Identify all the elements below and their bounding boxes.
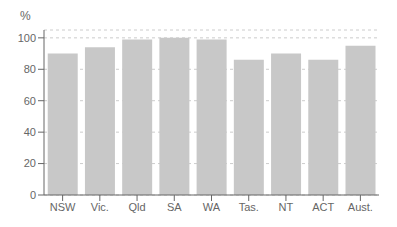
svg-text:0: 0 <box>30 189 36 201</box>
svg-text:NT: NT <box>279 201 294 213</box>
svg-text:SA: SA <box>167 201 182 213</box>
svg-text:Qld: Qld <box>128 201 145 213</box>
svg-text:60: 60 <box>24 95 36 107</box>
svg-text:40: 40 <box>24 126 36 138</box>
svg-text:WA: WA <box>203 201 221 213</box>
svg-text:80: 80 <box>24 63 36 75</box>
svg-text:Vic.: Vic. <box>91 201 109 213</box>
svg-text:NSW: NSW <box>50 201 76 213</box>
svg-text:100: 100 <box>18 32 36 44</box>
svg-text:Tas.: Tas. <box>239 201 259 213</box>
svg-text:Aust.: Aust. <box>348 201 373 213</box>
svg-text:20: 20 <box>24 157 36 169</box>
svg-text:ACT: ACT <box>312 201 334 213</box>
